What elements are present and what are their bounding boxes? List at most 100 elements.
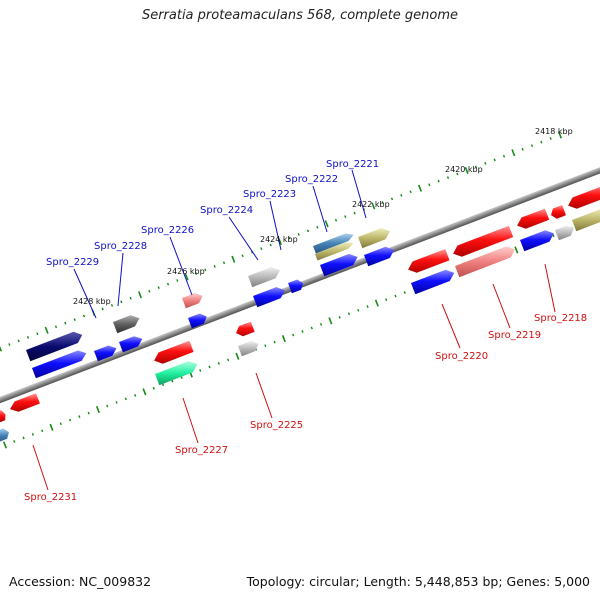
tick-mark — [8, 343, 11, 346]
gene-label-top[interactable]: Spro_2223 — [243, 189, 296, 200]
tick-mark — [366, 305, 369, 309]
gene-arrow[interactable] — [94, 345, 117, 362]
gene-arrow[interactable] — [26, 331, 83, 362]
tick-mark — [129, 296, 132, 300]
gene-arrow[interactable] — [10, 393, 40, 412]
gene-arrow[interactable] — [453, 225, 514, 257]
tick-mark — [328, 317, 333, 325]
gene-arrow[interactable] — [0, 410, 6, 423]
tick-mark — [235, 352, 240, 360]
tick-mark — [161, 383, 165, 387]
tick-mark — [456, 172, 459, 176]
tick-mark — [437, 179, 440, 183]
label-leader-lines — [32, 169, 556, 491]
gene-arrow[interactable] — [238, 341, 259, 357]
tick-mark — [273, 340, 276, 344]
tick-mark — [13, 440, 16, 443]
gene-label-top[interactable]: Spro_2226 — [141, 225, 194, 236]
leader-line — [169, 236, 193, 296]
gene-label-bottom[interactable]: Spro_2220 — [435, 351, 488, 362]
gene-arrow[interactable] — [253, 287, 285, 308]
leader-line — [312, 185, 328, 233]
gene-label-bottom[interactable]: Spro_2231 — [24, 492, 77, 503]
tick-mark — [549, 137, 552, 140]
gene-arrow[interactable] — [182, 293, 203, 309]
gene-arrow[interactable] — [568, 184, 600, 209]
tick-mark — [338, 315, 341, 319]
gene-arrow[interactable] — [32, 350, 87, 379]
tick-mark — [0, 345, 2, 352]
tick-mark — [180, 376, 183, 379]
gene-arrow[interactable] — [313, 233, 354, 254]
gene-arrow[interactable] — [119, 336, 143, 353]
tick-mark — [36, 332, 39, 336]
gene-label-top[interactable]: Spro_2229 — [46, 257, 99, 268]
gene-label-top[interactable]: Spro_2221 — [326, 159, 379, 170]
tick-mark — [138, 291, 142, 299]
gene-label-bottom[interactable]: Spro_2218 — [534, 313, 587, 324]
tick-mark — [204, 268, 207, 272]
kbp-scale-label: 2428 kbp — [73, 297, 111, 306]
leader-line — [351, 169, 367, 219]
gene-label-bottom[interactable]: Spro_2225 — [250, 420, 303, 431]
gene-arrow[interactable] — [188, 313, 207, 329]
tick-mark — [64, 321, 67, 325]
tick-mark — [22, 436, 25, 440]
tick-mark — [409, 190, 412, 194]
tick-mark — [142, 388, 147, 396]
tick-mark — [324, 220, 329, 228]
leader-line — [182, 397, 199, 444]
tick-mark — [297, 233, 300, 236]
tick-mark — [101, 307, 104, 311]
genome-backbone — [0, 154, 600, 410]
gene-label-bottom[interactable]: Spro_2227 — [175, 445, 228, 456]
gene-arrow[interactable] — [411, 269, 455, 295]
gene-arrow[interactable] — [358, 228, 390, 249]
gene-label-bottom[interactable]: Spro_2219 — [488, 330, 541, 341]
gene-arrow[interactable] — [113, 315, 140, 334]
gene-arrow[interactable] — [155, 361, 198, 386]
tick-mark — [222, 261, 226, 265]
gene-label-top[interactable]: Spro_2224 — [200, 205, 253, 216]
gene-label-top[interactable]: Spro_2228 — [94, 241, 147, 252]
gene-arrow[interactable] — [320, 253, 358, 277]
tick-mark — [241, 254, 244, 258]
tick-mark — [552, 234, 555, 238]
tick-mark — [217, 362, 220, 365]
gene-arrow[interactable] — [520, 230, 554, 252]
tick-mark — [227, 358, 230, 362]
tick-mark — [530, 144, 534, 148]
tick-mark — [385, 298, 388, 301]
gene-arrow[interactable] — [0, 428, 9, 443]
gene-arrow[interactable] — [455, 246, 515, 278]
tick-mark — [166, 282, 170, 286]
tick-mark — [171, 379, 174, 383]
gene-arrow[interactable] — [236, 321, 255, 337]
gene-arrow[interactable] — [315, 242, 354, 261]
kbp-scale-label: 2424 kbp — [260, 235, 298, 244]
tick-mark — [484, 162, 487, 165]
gene-arrow[interactable] — [154, 340, 194, 364]
gene-label-top[interactable]: Spro_2222 — [285, 174, 338, 185]
tick-mark — [95, 405, 100, 414]
gene-arrow[interactable] — [572, 208, 600, 232]
tick-mark — [371, 202, 376, 210]
gene-arrow[interactable] — [248, 267, 280, 288]
leader-line — [441, 303, 461, 349]
tick-mark — [374, 299, 379, 307]
gene-arrow[interactable] — [551, 205, 566, 219]
kbp-scale-label: 2418 kbp — [535, 127, 573, 136]
gene-arrow[interactable] — [517, 208, 550, 229]
tick-mark — [344, 215, 347, 219]
tick-mark — [17, 339, 20, 343]
gene-arrow[interactable] — [288, 279, 303, 294]
gene-arrow[interactable] — [555, 225, 574, 241]
tick-mark — [357, 308, 360, 312]
gene-arrow[interactable] — [364, 246, 395, 267]
tick-mark — [428, 183, 431, 187]
leader-line — [492, 283, 511, 329]
gene-arrow[interactable] — [408, 249, 450, 273]
tick-mark — [511, 149, 516, 157]
tick-mark — [106, 404, 109, 408]
